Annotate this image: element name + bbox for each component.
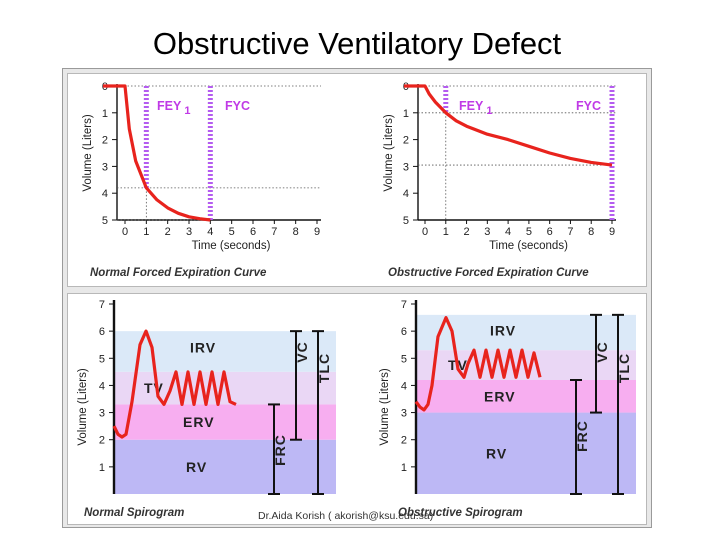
band-label-erv: ERV — [183, 414, 215, 430]
y-tick-label: 7 — [99, 299, 105, 311]
spirogram-0: 1 2 3 4 5 6 7 Volume (Liters) RV ERV TV IRV FRC VC TLC… — [77, 299, 336, 519]
spirogram-curve — [414, 316, 542, 412]
band-erv — [114, 404, 336, 440]
x-tick-label: 6 — [250, 226, 256, 238]
band-label-rv: RV — [186, 459, 207, 475]
y-axis-label: Volume (Liters) — [383, 114, 395, 192]
x-tick-label: 1 — [443, 226, 449, 238]
bracket-label-tlc: TLC — [616, 353, 632, 383]
bracket-tlc — [612, 313, 624, 495]
y-tick-label: 4 — [99, 380, 105, 392]
x-tick-label: 5 — [526, 226, 532, 238]
bracket-label-frc: FRC — [574, 420, 590, 452]
y-tick-label: 2 — [99, 435, 105, 447]
bracket-label-vc: VC — [294, 341, 310, 362]
x-tick-label: 8 — [588, 226, 594, 238]
y-tick-label: 5 — [102, 215, 108, 227]
y-tick-label: 7 — [401, 299, 407, 311]
slide-title: Obstructive Ventilatory Defect — [152, 26, 562, 61]
marker-label-fey: FEY 1 — [459, 99, 492, 117]
x-tick-label: 8 — [293, 226, 299, 238]
bracket-vc — [590, 313, 602, 414]
y-tick-label: 4 — [401, 380, 407, 392]
chart-caption: Normal Spirogram — [84, 507, 184, 519]
band-rv — [114, 439, 336, 494]
figure: 0 1 2 3 4 5 0 1 2 3 4 5 6 7 8 9 Time (seconds) Volume (Li… — [62, 68, 652, 528]
x-tick-label: 1 — [143, 226, 149, 238]
x-tick-label: 0 — [122, 226, 128, 238]
y-tick-label: 2 — [401, 435, 407, 447]
forced-expiration-charts: 0 1 2 3 4 5 0 1 2 3 4 5 6 7 8 9 Time (seconds) Volume (Li… — [82, 81, 616, 279]
bracket-label-tlc: TLC — [316, 353, 332, 383]
y-axis-label: Volume (Liters) — [82, 114, 94, 192]
band-label-erv: ERV — [484, 388, 516, 404]
bracket-frc — [268, 403, 280, 495]
marker-label-fey: FEY 1 — [157, 99, 190, 117]
bracket-tlc — [312, 330, 324, 495]
band-label-rv: RV — [486, 445, 507, 461]
y-tick-label: 5 — [401, 353, 407, 365]
band-erv — [416, 380, 636, 413]
y-tick-label: 2 — [403, 135, 409, 147]
chart-caption: Obstructive Spirogram — [398, 507, 523, 519]
x-tick-label: 3 — [186, 226, 192, 238]
x-tick-label: 0 — [422, 226, 428, 238]
chart-caption: Normal Forced Expiration Curve — [90, 267, 267, 279]
expiration-curve — [404, 84, 613, 167]
y-tick-label: 4 — [403, 188, 409, 200]
x-tick-label: 2 — [165, 226, 171, 238]
x-tick-label: 9 — [609, 226, 615, 238]
x-tick-label: 4 — [505, 226, 511, 238]
x-tick-label: 7 — [271, 226, 277, 238]
y-tick-label: 5 — [403, 215, 409, 227]
band-label-irv: IRV — [490, 323, 516, 339]
footer-credit: Dr.Aida Korish ( akorish@ksu.edu.sa) — [258, 510, 434, 522]
marker-label-fyc: FYC — [225, 99, 250, 113]
x-axis-label: Time (seconds) — [192, 240, 271, 252]
x-tick-label: 7 — [567, 226, 573, 238]
y-tick-label: 4 — [102, 188, 108, 200]
y-tick-label: 3 — [102, 161, 108, 173]
x-tick-label: 3 — [484, 226, 490, 238]
bracket-label-vc: VC — [594, 341, 610, 362]
band-rv — [416, 412, 636, 494]
forced-expiration-panel: 0 1 2 3 4 5 0 1 2 3 4 5 6 7 8 9 Time (seconds) Volume (Li… — [67, 73, 647, 287]
y-axis-label: Volume (Liters) — [77, 368, 89, 446]
y-tick-label: 3 — [99, 408, 105, 420]
expiration-curve — [103, 84, 211, 222]
y-tick-label: 1 — [403, 108, 409, 120]
x-axis-label: Time (seconds) — [489, 240, 568, 252]
y-tick-label: 5 — [99, 353, 105, 365]
y-tick-label: 2 — [102, 135, 108, 147]
y-tick-label: 3 — [401, 408, 407, 420]
spirogram-panel: 1 2 3 4 5 6 7 Volume (Liters) RV ERV TV IRV FRC VC TLC… — [67, 293, 647, 525]
y-tick-label: 6 — [401, 326, 407, 338]
bracket-vc — [290, 330, 302, 441]
y-tick-label: 3 — [403, 161, 409, 173]
band-label-irv: IRV — [190, 340, 216, 356]
x-tick-label: 5 — [229, 226, 235, 238]
bracket-label-frc: FRC — [272, 434, 288, 466]
bracket-frc — [570, 379, 582, 495]
spirogram-curve — [112, 329, 237, 439]
x-tick-label: 4 — [207, 226, 213, 238]
y-axis-label: Volume (Liters) — [379, 368, 391, 446]
spirogram-charts: 1 2 3 4 5 6 7 Volume (Liters) RV ERV TV IRV FRC VC TLC… — [77, 299, 636, 519]
chart-caption: Obstructive Forced Expiration Curve — [388, 267, 589, 279]
band-label-tv: TV — [144, 380, 164, 396]
marker-label-fyc: FYC — [576, 99, 601, 113]
y-tick-label: 6 — [99, 326, 105, 338]
x-tick-label: 9 — [314, 226, 320, 238]
x-tick-label: 6 — [547, 226, 553, 238]
y-tick-label: 1 — [99, 462, 105, 474]
x-tick-label: 2 — [463, 226, 469, 238]
y-tick-label: 1 — [401, 462, 407, 474]
y-tick-label: 1 — [102, 108, 108, 120]
